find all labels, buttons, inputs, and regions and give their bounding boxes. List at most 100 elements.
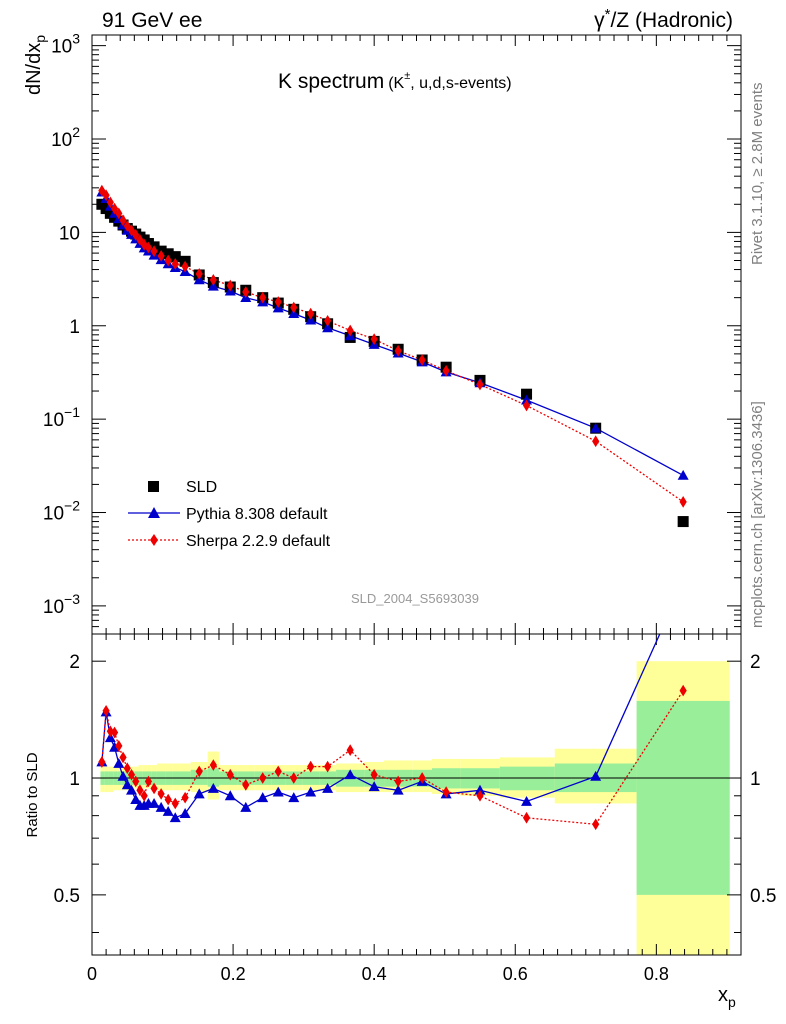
pythia-ratio-point (590, 770, 602, 781)
pythia-ratio-point (148, 797, 160, 808)
sherpa-ratio-point (102, 704, 110, 717)
pythia-ratio-point (474, 784, 486, 795)
sherpa-ratio-point (209, 759, 217, 771)
sherpa-point (102, 189, 110, 202)
sherpa-ratio-point (195, 765, 203, 778)
sherpa-ratio-point (136, 784, 144, 797)
sherpa-ratio-point (290, 772, 298, 784)
sherpa-ratio-point (394, 775, 402, 788)
sherpa-point (157, 250, 165, 262)
pythia-point (521, 394, 533, 405)
legend-label-sld: SLD (186, 479, 217, 496)
ratio-y-axis-label: Ratio to SLD (24, 752, 41, 837)
sherpa-point (346, 324, 354, 337)
sherpa-point (150, 245, 158, 257)
sherpa-point (476, 378, 484, 391)
sherpa-point (274, 296, 282, 308)
pythia-ratio-point (117, 770, 129, 781)
sherpa-ratio-point (157, 788, 165, 800)
legend-label-sherpa: Sherpa 2.2.9 default (186, 533, 331, 550)
sherpa-ratio-point (242, 779, 250, 791)
y-tick-label-main: 10 (59, 223, 80, 244)
pythia-ratio-point (179, 808, 191, 818)
legend-marker-sld (148, 481, 159, 492)
sherpa-ratio-point (119, 751, 127, 764)
sherpa-point (132, 229, 140, 241)
sherpa-ratio-line (101, 690, 684, 825)
legend-label-pythia: Pythia 8.308 default (186, 506, 328, 523)
pythia-ratio-point (207, 782, 219, 793)
sherpa-ratio-point (370, 768, 378, 781)
header-right: γ*/Z (Hadronic) (594, 6, 733, 32)
sherpa-ratio-point (144, 775, 153, 788)
pythia-ratio-point (121, 779, 133, 790)
sherpa-ratio-point (171, 797, 179, 810)
sherpa-ratio-point (522, 811, 531, 824)
sherpa-point (259, 291, 267, 304)
sherpa-point (119, 214, 127, 227)
y-tick-label-ratio-right: 2 (750, 652, 761, 673)
y-tick-label-ratio-right: 0.5 (750, 886, 776, 907)
sherpa-point (242, 286, 250, 298)
sherpa-ratio-point (110, 726, 119, 739)
data-series (96, 184, 689, 831)
rivet-label: Rivet 3.1.10, ≥ 2.8M events (749, 83, 766, 266)
sherpa-ratio-point (346, 744, 354, 756)
axis-ticks (91, 35, 741, 955)
pythia-ratio-point (162, 805, 174, 816)
sherpa-ratio-point (592, 818, 600, 831)
pythia-ratio-point (104, 732, 116, 743)
y-tick-label-main: 10−1 (43, 404, 80, 431)
y-axis-label: dN/dxp (23, 35, 48, 95)
pythia-point (590, 422, 602, 433)
pythia-ratio-point (322, 782, 334, 793)
sherpa-ratio-point (132, 775, 140, 788)
sherpa-ratio-point (115, 740, 123, 752)
pythia-point (322, 322, 334, 333)
x-axis-label: xp (718, 984, 736, 1010)
sld-point (677, 516, 689, 528)
band-inner-34 (636, 700, 730, 895)
sherpa-point (592, 435, 600, 448)
sherpa-line (101, 190, 684, 503)
sherpa-ratio-point (164, 793, 172, 806)
sherpa-ratio-point (98, 756, 106, 768)
x-tick-label: 0.4 (362, 964, 387, 984)
sherpa-ratio-point (307, 760, 315, 773)
x-tick-label: 0.6 (503, 964, 528, 984)
sherpa-point (418, 354, 426, 366)
sld-point (521, 388, 533, 400)
sherpa-ratio-point (181, 791, 189, 804)
pythia-ratio-point (344, 769, 356, 780)
pythia-ratio-point (272, 786, 284, 797)
mcplots-label: mcplots.cern.ch [arXiv:1306.3436] (749, 401, 766, 628)
sherpa-ratio-point (274, 765, 282, 778)
sherpa-ratio-point (679, 684, 687, 697)
pythia-ratio-point (368, 781, 380, 792)
pythia-ratio-point (288, 792, 300, 803)
pythia-ratio-point (193, 788, 205, 799)
pythia-ratio-point (257, 792, 269, 803)
pythia-ratio-point (521, 796, 533, 806)
pythia-point (677, 469, 689, 480)
pythia-ratio-point (305, 786, 317, 797)
pythia-ratio-point (169, 812, 181, 823)
legend: SLD Pythia 8.308 default Sherpa 2.2.9 de… (128, 479, 331, 550)
sherpa-point (181, 260, 189, 273)
sherpa-ratio-point (226, 768, 234, 781)
pythia-ratio-point (126, 784, 138, 795)
sherpa-ratio-point (476, 789, 484, 802)
sherpa-point (195, 267, 203, 280)
sherpa-point (290, 301, 298, 314)
y-tick-label-ratio: 1 (69, 769, 80, 790)
y-tick-label-ratio-right: 1 (750, 769, 761, 790)
sherpa-ratio-point (123, 762, 131, 775)
y-tick-label-main: 10−3 (43, 591, 80, 618)
sherpa-point (370, 333, 378, 345)
sherpa-point (115, 207, 123, 220)
sherpa-point (307, 307, 315, 320)
legend-marker-pythia (148, 507, 160, 518)
sld-point (162, 248, 174, 260)
